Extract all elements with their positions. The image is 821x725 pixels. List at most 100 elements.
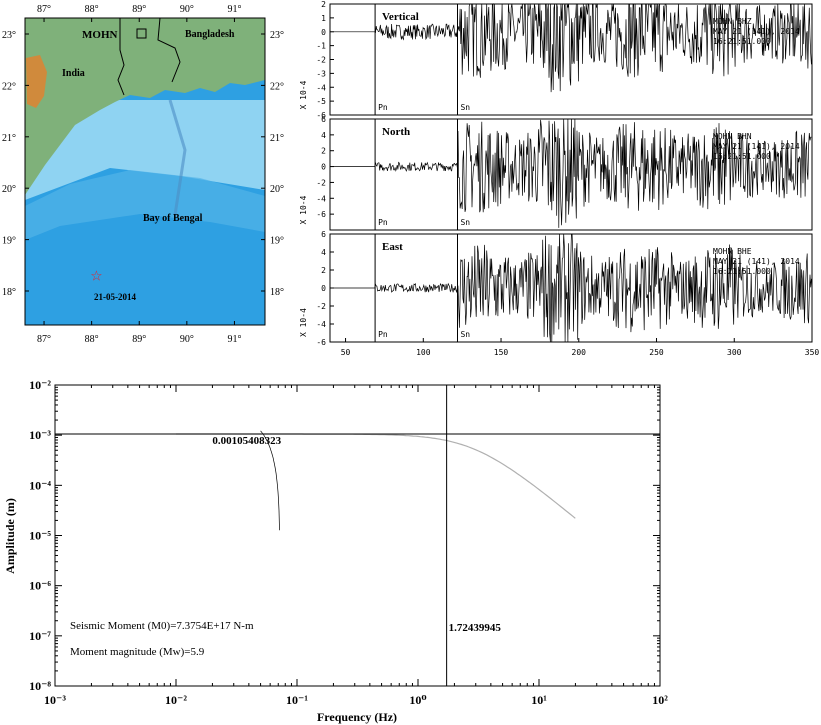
seismogram-component-label: North bbox=[382, 126, 410, 138]
station-marker bbox=[136, 28, 147, 39]
seismogram-y-tick-label: -4 bbox=[316, 83, 326, 92]
border-line bbox=[157, 18, 181, 83]
spectrum-x-tick-label: 10¹ bbox=[531, 693, 547, 707]
spectrum-x-tick-label: 10² bbox=[652, 693, 668, 707]
map-lon-tick-label-bottom: 87° bbox=[37, 334, 51, 345]
map-lon-tick-label-bottom: 90° bbox=[180, 334, 194, 345]
map-lat-tick-label-left: 18° bbox=[2, 287, 16, 298]
map-ticks: 87° 87° 88° 88° 89° 89° 90° 90° 91° 91° 23° 23° 22° 2… bbox=[2, 4, 284, 345]
map-lon-tick-label-top: 89° bbox=[132, 4, 146, 15]
corner-frequency-label: 1.72439945 bbox=[449, 622, 502, 634]
spectrum-y-tick-label: 10⁻⁵ bbox=[29, 529, 51, 543]
seismogram-y-tick-label: -2 bbox=[316, 56, 326, 65]
map-frame bbox=[24, 17, 266, 326]
x-axis-title: Frequency (Hz) bbox=[317, 710, 397, 724]
spectrum-y-tick-label: 10⁻³ bbox=[29, 428, 51, 442]
sea-label: Bay of Bengal bbox=[143, 213, 203, 224]
seismogram-x-tick-label: 200 bbox=[572, 348, 587, 357]
seismogram-y-tick-label: 2 bbox=[321, 147, 326, 156]
spectrum-x-tick-label: 10⁻² bbox=[165, 693, 187, 707]
seismogram-unit-label: X 10-4 bbox=[299, 195, 308, 224]
phase-pick-label: Sn bbox=[460, 103, 470, 112]
seismogram-date: MAY 21 (141), 2014 bbox=[713, 142, 800, 151]
seismogram-x-tick-label: 50 bbox=[341, 348, 351, 357]
seismogram-x-tick-label: 100 bbox=[416, 348, 431, 357]
seismogram-y-tick-label: -6 bbox=[316, 111, 326, 120]
seismogram-y-tick-label: -2 bbox=[316, 178, 326, 187]
spectrum-x-tick-label: 10⁰ bbox=[409, 693, 426, 707]
map-lat-tick-label-right: 22° bbox=[270, 81, 284, 92]
event-date-label: 21-05-2014 bbox=[94, 292, 136, 302]
spectrum-y-tick-label: 10⁻⁶ bbox=[29, 579, 51, 593]
location-map: MOHN India Bangladesh Bay of Bengal 21-0… bbox=[2, 4, 284, 345]
seismogram-waveform bbox=[329, 118, 812, 228]
map-lat-tick-label-right: 20° bbox=[270, 184, 284, 195]
map-lat-tick-label-left: 20° bbox=[2, 184, 16, 195]
seismogram-x-tick-label: 350 bbox=[805, 348, 820, 357]
seismogram-y-tick-label: 0 bbox=[321, 284, 326, 293]
seismogram-y-tick-label: -4 bbox=[316, 320, 326, 329]
amplitude-spectrum-chart: 10⁻³ 10⁻² 10⁻¹ 10⁰ 10¹ 10² 10⁻² 10⁻³ 10⁻⁴ 10⁻⁵ 10⁻… bbox=[3, 378, 668, 724]
seismogram-y-tick-label: 2 bbox=[321, 0, 326, 9]
seismogram-time: 16:21:51.000 bbox=[713, 37, 771, 46]
spectrum-x-tick-label: 10⁻³ bbox=[44, 693, 66, 707]
seismogram-y-tick-label: -3 bbox=[316, 69, 326, 78]
seismogram-y-tick-label: 0 bbox=[321, 28, 326, 37]
seismogram-y-tick-label: 6 bbox=[321, 230, 326, 239]
plateau-value-label: 0.00105408323 bbox=[212, 435, 281, 447]
spectrum-frame bbox=[54, 384, 661, 687]
seismogram-y-tick-label: 4 bbox=[321, 248, 326, 257]
highlands bbox=[26, 55, 47, 108]
map-lat-tick-label-right: 19° bbox=[270, 236, 284, 247]
map-lat-tick-label-right: 23° bbox=[270, 30, 284, 41]
seismogram-y-tick-label: 6 bbox=[321, 115, 326, 124]
seismogram-waveform bbox=[329, 2, 812, 93]
seismogram-x-tick-label: 150 bbox=[494, 348, 509, 357]
seismogram-unit-label: X 10-4 bbox=[299, 308, 308, 337]
seismogram-component-label: East bbox=[382, 241, 403, 253]
spectrum-ticks: 10⁻³ 10⁻² 10⁻¹ 10⁰ 10¹ 10² 10⁻² 10⁻³ 10⁻⁴ 10⁻⁵ 10⁻… bbox=[29, 378, 668, 707]
seismogram-y-tick-label: -2 bbox=[316, 302, 326, 311]
seismogram-y-tick-label: 4 bbox=[321, 131, 326, 140]
map-lon-tick-label-bottom: 88° bbox=[85, 334, 99, 345]
phase-pick-label: Pn bbox=[378, 218, 388, 227]
map-lat-tick-label-left: 19° bbox=[2, 236, 16, 247]
seismogram-x-tick-label: 250 bbox=[649, 348, 664, 357]
seismogram-y-tick-label: 1 bbox=[321, 14, 326, 23]
land-mass bbox=[25, 18, 265, 195]
seismogram-y-tick-label: 0 bbox=[321, 163, 326, 172]
spectrum-y-tick-label: 10⁻⁸ bbox=[29, 679, 51, 693]
spectrum-series bbox=[260, 430, 280, 531]
map-lon-tick-label-bottom: 91° bbox=[227, 334, 241, 345]
country-label-india: India bbox=[62, 68, 85, 79]
seismogram-unit-label: X 10-4 bbox=[299, 80, 308, 109]
spectrum-y-tick-label: 10⁻⁴ bbox=[29, 478, 51, 492]
map-lon-tick-label-bottom: 89° bbox=[132, 334, 146, 345]
seismogram-time: 16:21:51.000 bbox=[713, 152, 771, 161]
map-lat-tick-label-left: 23° bbox=[2, 30, 16, 41]
seismogram-station-channel: MOHN BHN bbox=[713, 132, 752, 141]
phase-pick-label: Sn bbox=[460, 218, 470, 227]
seismic-moment-annotation: Seismic Moment (M0)=7.3754E+17 N-m bbox=[70, 620, 254, 632]
seismogram-y-tick-label: -6 bbox=[316, 338, 326, 347]
moment-magnitude-annotation: Moment magnitude (Mw)=5.9 bbox=[70, 646, 205, 658]
station-label: MOHN bbox=[82, 29, 117, 41]
map-lon-tick-label-top: 87° bbox=[37, 4, 51, 15]
map-lon-tick-label-top: 90° bbox=[180, 4, 194, 15]
seismogram-y-tick-label: -6 bbox=[316, 210, 326, 219]
continental-shelf bbox=[25, 100, 265, 200]
spectrum-y-tick-label: 10⁻² bbox=[29, 378, 51, 392]
seismogram-date: MAY 21 (141), 2014 bbox=[713, 27, 800, 36]
seismogram-x-tick-label: 300 bbox=[727, 348, 742, 357]
phase-pick-label: Pn bbox=[378, 103, 388, 112]
phase-pick-label: Pn bbox=[378, 330, 388, 339]
border-line bbox=[117, 18, 125, 96]
seismogram-y-tick-label: -1 bbox=[316, 42, 326, 51]
map-lat-tick-label-left: 21° bbox=[2, 133, 16, 144]
map-lat-tick-label-left: 22° bbox=[2, 81, 16, 92]
seismogram-station-channel: MOHN BHZ bbox=[713, 17, 752, 26]
seismogram-y-tick-label: -4 bbox=[316, 194, 326, 203]
seismogram-component-label: Vertical bbox=[382, 11, 419, 23]
